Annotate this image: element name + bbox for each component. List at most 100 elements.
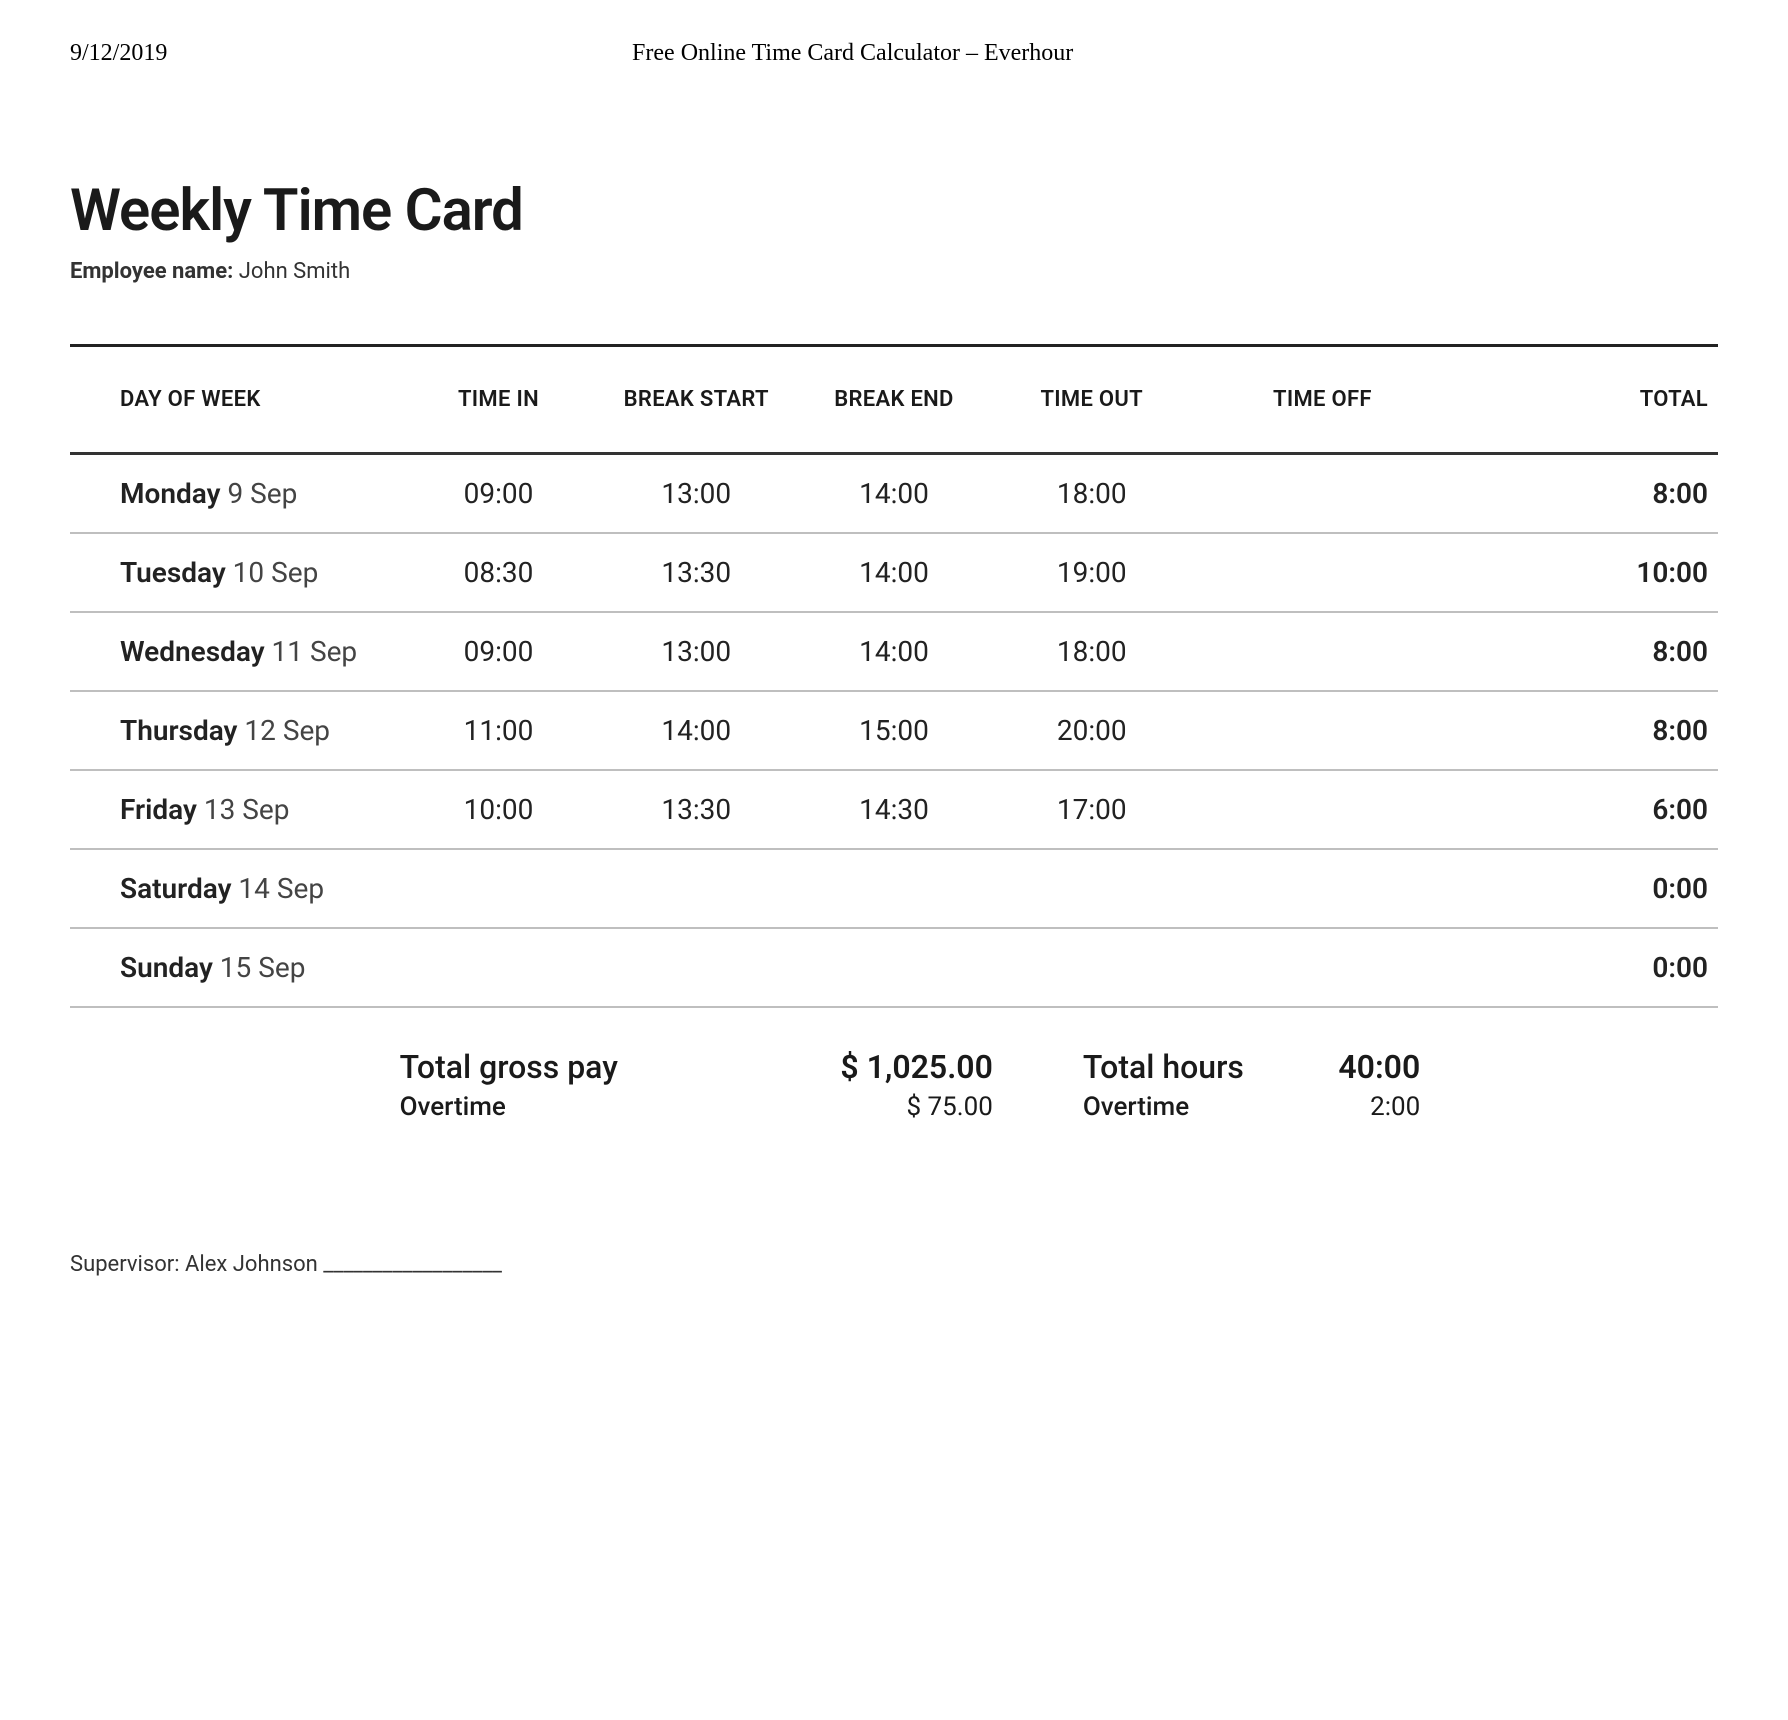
cell-day: Saturday 14 Sep	[70, 849, 400, 928]
day-date: 11 Sep	[265, 635, 358, 668]
cell-total: 8:00	[1454, 612, 1718, 691]
pay-overtime-value: $ 75.00	[906, 1092, 992, 1122]
cell-time-out: 17:00	[993, 770, 1191, 849]
total-hours-label: Total hours	[1083, 1048, 1244, 1086]
supervisor-line: Supervisor: Alex Johnson _______________…	[70, 1252, 1718, 1277]
cell-time-off	[1191, 612, 1455, 691]
totals-section: Total gross pay $ 1,025.00 Overtime $ 75…	[70, 1048, 1718, 1122]
cell-time-in	[400, 928, 598, 1007]
cell-day: Tuesday 10 Sep	[70, 533, 400, 612]
cell-break-end	[795, 928, 993, 1007]
cell-break-end: 14:00	[795, 612, 993, 691]
cell-break-start: 13:00	[597, 612, 795, 691]
employee-name-label: Employee name:	[70, 259, 233, 284]
cell-time-out: 18:00	[993, 454, 1191, 534]
day-date: 14 Sep	[231, 872, 324, 905]
cell-break-end: 14:00	[795, 454, 993, 534]
hours-overtime-value: 2:00	[1370, 1092, 1420, 1122]
supervisor-name: Alex Johnson	[185, 1252, 318, 1277]
cell-break-start: 13:30	[597, 533, 795, 612]
cell-time-out: 18:00	[993, 612, 1191, 691]
cell-time-off	[1191, 928, 1455, 1007]
cell-time-in	[400, 849, 598, 928]
cell-total: 0:00	[1454, 849, 1718, 928]
cell-total: 8:00	[1454, 691, 1718, 770]
day-name: Sunday	[120, 951, 213, 984]
cell-day: Monday 9 Sep	[70, 454, 400, 534]
cell-time-off	[1191, 533, 1455, 612]
cell-day: Thursday 12 Sep	[70, 691, 400, 770]
cell-time-in: 10:00	[400, 770, 598, 849]
col-header-time-in: TIME IN	[400, 347, 598, 454]
cell-total: 6:00	[1454, 770, 1718, 849]
day-name: Wednesday	[120, 635, 265, 668]
cell-time-in: 09:00	[400, 454, 598, 534]
employee-name-value: John Smith	[239, 259, 350, 284]
col-header-break-end: BREAK END	[795, 347, 993, 454]
day-date: 9 Sep	[221, 477, 298, 510]
cell-day: Friday 13 Sep	[70, 770, 400, 849]
col-header-total: TOTAL	[1454, 347, 1718, 454]
gross-pay-label: Total gross pay	[400, 1048, 618, 1086]
cell-total: 8:00	[1454, 454, 1718, 534]
cell-time-off	[1191, 691, 1455, 770]
total-hours-value: 40:00	[1338, 1048, 1420, 1086]
table-row: Thursday 12 Sep11:0014:0015:0020:008:00	[70, 691, 1718, 770]
cell-break-end: 14:30	[795, 770, 993, 849]
cell-break-end	[795, 849, 993, 928]
col-header-time-out: TIME OUT	[993, 347, 1191, 454]
cell-time-off	[1191, 849, 1455, 928]
cell-total: 10:00	[1454, 533, 1718, 612]
cell-time-out: 19:00	[993, 533, 1191, 612]
cell-time-out: 20:00	[993, 691, 1191, 770]
cell-break-start: 14:00	[597, 691, 795, 770]
day-name: Monday	[120, 477, 221, 510]
cell-day: Wednesday 11 Sep	[70, 612, 400, 691]
cell-total: 0:00	[1454, 928, 1718, 1007]
timecard-table-wrap: DAY OF WEEK TIME IN BREAK START BREAK EN…	[70, 344, 1718, 1008]
totals-pay: Total gross pay $ 1,025.00 Overtime $ 75…	[400, 1048, 993, 1122]
col-header-break-start: BREAK START	[597, 347, 795, 454]
supervisor-signature-line: __________________	[323, 1252, 502, 1277]
table-row: Friday 13 Sep10:0013:3014:3017:006:00	[70, 770, 1718, 849]
page-title: Weekly Time Card	[70, 177, 1718, 245]
table-row: Saturday 14 Sep 0:00	[70, 849, 1718, 928]
cell-time-in: 09:00	[400, 612, 598, 691]
cell-break-start	[597, 928, 795, 1007]
cell-time-out	[993, 849, 1191, 928]
day-name: Friday	[120, 793, 197, 826]
timecard-table: DAY OF WEEK TIME IN BREAK START BREAK EN…	[70, 347, 1718, 1008]
cell-time-off	[1191, 454, 1455, 534]
pay-overtime-label: Overtime	[400, 1092, 506, 1122]
table-row: Sunday 15 Sep 0:00	[70, 928, 1718, 1007]
doc-header-title: Free Online Time Card Calculator – Everh…	[0, 40, 1718, 67]
cell-day: Sunday 15 Sep	[70, 928, 400, 1007]
table-row: Tuesday 10 Sep08:3013:3014:0019:00 10:00	[70, 533, 1718, 612]
cell-time-in: 08:30	[400, 533, 598, 612]
day-date: 12 Sep	[237, 714, 330, 747]
day-date: 13 Sep	[197, 793, 290, 826]
supervisor-label: Supervisor:	[70, 1252, 180, 1277]
day-name: Saturday	[120, 872, 231, 905]
table-header-row: DAY OF WEEK TIME IN BREAK START BREAK EN…	[70, 347, 1718, 454]
cell-time-in: 11:00	[400, 691, 598, 770]
table-row: Monday 9 Sep09:0013:0014:0018:008:00	[70, 454, 1718, 534]
cell-break-end: 14:00	[795, 533, 993, 612]
cell-break-end: 15:00	[795, 691, 993, 770]
totals-hours: Total hours 40:00 Overtime 2:00	[993, 1048, 1520, 1122]
hours-overtime-label: Overtime	[1083, 1092, 1189, 1122]
cell-break-start	[597, 849, 795, 928]
table-row: Wednesday 11 Sep09:0013:0014:0018:008:00	[70, 612, 1718, 691]
cell-time-out	[993, 928, 1191, 1007]
day-date: 15 Sep	[213, 951, 306, 984]
cell-break-start: 13:00	[597, 454, 795, 534]
col-header-time-off: TIME OFF	[1191, 347, 1455, 454]
col-header-day: DAY OF WEEK	[70, 347, 400, 454]
day-name: Thursday	[120, 714, 237, 747]
day-name: Tuesday	[120, 556, 226, 589]
doc-header: 9/12/2019 Free Online Time Card Calculat…	[70, 40, 1718, 67]
cell-time-off	[1191, 770, 1455, 849]
gross-pay-value: $ 1,025.00	[840, 1048, 993, 1086]
cell-break-start: 13:30	[597, 770, 795, 849]
employee-line: Employee name: John Smith	[70, 259, 1718, 284]
